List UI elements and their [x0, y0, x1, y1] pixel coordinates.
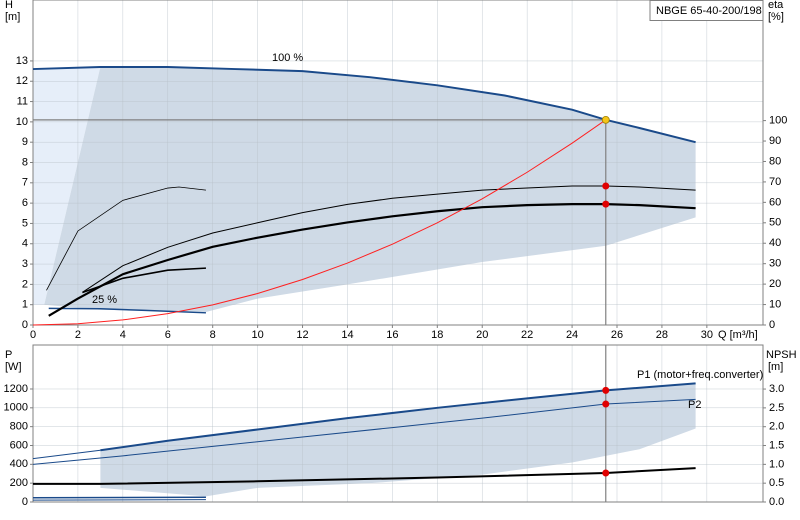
y-axis-label: P: [5, 349, 12, 361]
x-axis-label: Q [m³/h]: [718, 329, 758, 341]
duty-point: [602, 469, 610, 477]
y-tick-label: 3: [22, 258, 28, 270]
y2-tick-label: 80: [769, 155, 781, 167]
y-axis-label: H: [5, 0, 13, 11]
y-tick-label: 2: [22, 278, 28, 290]
y-tick-label: 11: [17, 95, 28, 107]
x-tick-label: 14: [341, 329, 353, 341]
y-tick-label: 5: [22, 217, 28, 229]
y2-axis-label: eta: [768, 0, 784, 11]
y-tick-label: 6: [22, 197, 28, 209]
curve: [32, 66, 696, 144]
x-tick-label: 6: [165, 329, 171, 341]
y2-tick-label: 90: [769, 135, 781, 147]
x-tick-label: 10: [251, 329, 263, 341]
x-tick-label: 18: [431, 329, 443, 341]
y2-tick-label: 70: [769, 176, 781, 188]
curve: [33, 467, 696, 485]
y-tick-label: 10: [16, 116, 28, 128]
y2-tick-label: 1.0: [769, 458, 784, 470]
curve-label: P1 (motor+freq.converter): [637, 369, 763, 381]
y-tick-label: 4: [22, 238, 28, 250]
y2-axis-label: NPSH: [766, 349, 797, 361]
curve: [32, 398, 696, 465]
y-tick-label: 13: [16, 55, 28, 67]
curve: [32, 449, 101, 460]
y2-tick-label: 3.0: [769, 383, 784, 395]
y-tick-label: 1: [22, 299, 28, 311]
y2-tick-label: 1.5: [769, 439, 784, 451]
curve: [48, 203, 696, 317]
x-tick-label: 2: [75, 329, 81, 341]
y-tick-label: 9: [22, 136, 28, 148]
y-tick-label: 800: [10, 421, 28, 433]
x-tick-label: 24: [566, 329, 578, 341]
curve: [100, 382, 696, 452]
y2-tick-label: 10: [769, 298, 781, 310]
duty-point: [602, 200, 610, 208]
duty-point: [602, 400, 610, 408]
x-tick-label: 20: [476, 329, 488, 341]
x-tick-label: 22: [521, 329, 533, 341]
y-axis-unit: [m]: [5, 11, 20, 23]
y-tick-label: 0: [22, 496, 28, 508]
title-box: [649, 0, 764, 21]
duty-point: [601, 115, 610, 124]
y-tick-label: 600: [10, 439, 28, 451]
x-tick-label: 8: [210, 329, 216, 341]
y2-axis-unit: [m]: [768, 361, 783, 373]
duty-point: [602, 182, 610, 190]
operating-range: [44, 67, 696, 312]
y-tick-label: 7: [22, 177, 28, 189]
chart-title: NBGE 65-40-200/198: [656, 5, 762, 17]
y2-tick-label: 60: [769, 196, 781, 208]
y-tick-label: 0: [22, 319, 28, 331]
y2-tick-label: 2.5: [769, 402, 784, 414]
y2-tick-label: 0: [769, 319, 775, 331]
curve: [82, 185, 696, 293]
duty-point: [602, 386, 610, 394]
y2-tick-label: 50: [769, 217, 781, 229]
y2-tick-label: 30: [769, 258, 781, 270]
y-tick-label: 8: [22, 156, 28, 168]
x-tick-label: 30: [701, 329, 713, 341]
curve-label: 100 %: [272, 52, 303, 64]
y-tick-label: 200: [10, 477, 28, 489]
y2-tick-label: 100: [769, 115, 787, 127]
y2-tick-label: 2.0: [769, 421, 784, 433]
plot-frame: [32, 344, 764, 503]
x-tick-label: 26: [611, 329, 623, 341]
curve: [46, 186, 206, 291]
y2-tick-label: 40: [769, 237, 781, 249]
y2-tick-label: 0.5: [769, 477, 784, 489]
x-tick-label: 4: [120, 329, 126, 341]
y2-tick-label: 0.0: [769, 496, 784, 508]
x-tick-label: 0: [30, 329, 36, 341]
y2-tick-label: 20: [769, 278, 781, 290]
y-tick-label: 12: [16, 75, 28, 87]
curve: [82, 267, 206, 294]
x-tick-label: 28: [656, 329, 668, 341]
curve-label: 25 %: [92, 294, 117, 306]
y-tick-label: 1000: [4, 402, 28, 414]
y-axis-unit: [W]: [5, 361, 22, 373]
curve: [32, 119, 607, 326]
x-tick-label: 12: [296, 329, 308, 341]
operating-range: [100, 383, 696, 497]
y-tick-label: 400: [10, 458, 28, 470]
x-tick-label: 16: [386, 329, 398, 341]
y-tick-label: 1200: [4, 383, 28, 395]
y2-axis-unit: [%]: [768, 11, 784, 23]
operating-range: [33, 67, 101, 305]
curve-label: P2: [688, 399, 701, 411]
